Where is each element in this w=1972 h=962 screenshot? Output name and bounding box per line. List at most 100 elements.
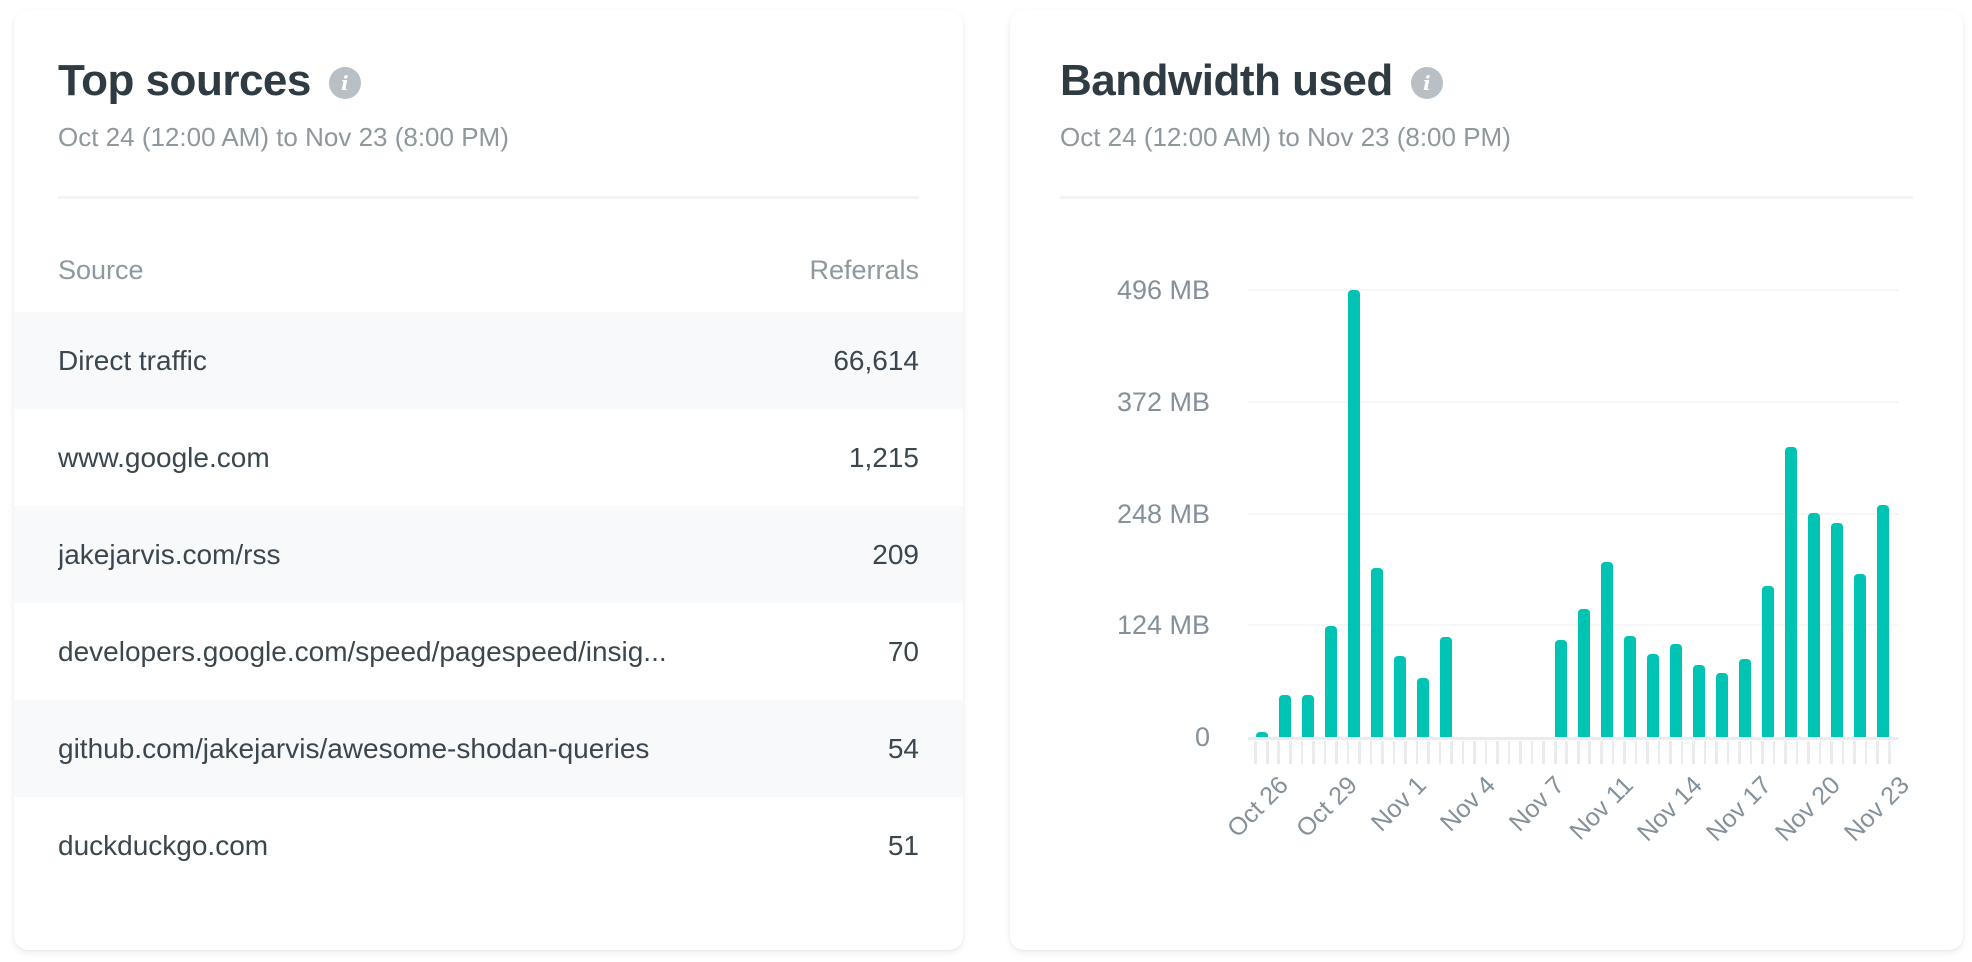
table-row: www.google.com 1,215 [14, 409, 963, 506]
x-axis-tick [1749, 741, 1753, 764]
header-divider [1060, 196, 1913, 199]
bandwidth-bar [1647, 654, 1660, 737]
sources-table: Source Referrals Direct traffic 66,614 www… [14, 196, 963, 894]
bandwidth-bar [1416, 678, 1429, 737]
chart-gridline [1248, 512, 1898, 515]
bandwidth-bar [1739, 659, 1752, 737]
x-axis-tick [1565, 741, 1569, 764]
x-axis-tick [1784, 741, 1787, 764]
bandwidth-chart: 0 124 MB 248 MB 372 MB 496 MB Oct 26 Oct 29 Nov… [1010, 10, 1963, 950]
x-axis-date-label: Nov 23 [1839, 771, 1916, 847]
bandwidth-bar [1854, 574, 1867, 737]
source-cell: Direct traffic [58, 344, 207, 376]
x-axis-tick [1680, 741, 1684, 764]
table-row: duckduckgo.com 51 [14, 797, 963, 894]
x-axis-tick [1807, 741, 1810, 764]
x-axis-date-label: Nov 7 [1503, 771, 1570, 837]
x-axis-tick [1623, 741, 1626, 764]
x-axis-tick [1715, 741, 1718, 764]
x-axis-tick [1657, 741, 1661, 764]
x-axis-tick [1277, 741, 1281, 764]
x-axis-tick [1542, 741, 1545, 764]
x-axis-tick [1519, 741, 1522, 764]
bandwidth-bar [1370, 568, 1383, 737]
x-axis-tick [1335, 741, 1338, 764]
x-axis-tick [1611, 741, 1615, 764]
bandwidth-bar [1808, 513, 1821, 737]
referrals-cell: 70 [887, 635, 919, 667]
table-row: github.com/jakejarvis/awesome-shodan-que… [14, 700, 963, 797]
x-axis-line [1248, 737, 1898, 740]
x-axis-tick [1369, 741, 1373, 764]
x-axis-tick [1484, 741, 1488, 764]
bandwidth-bar [1578, 609, 1591, 737]
x-axis-tick [1553, 741, 1557, 764]
source-cell: www.google.com [58, 441, 270, 473]
x-axis-tick [1818, 741, 1822, 764]
sources-table-header: Source Referrals [14, 196, 963, 312]
x-axis-tick [1669, 741, 1672, 764]
x-axis-date-label: Nov 1 [1365, 771, 1432, 837]
x-axis-tick [1254, 741, 1258, 764]
x-axis-tick [1346, 741, 1350, 764]
x-axis-tick [1726, 741, 1730, 764]
x-axis-tick [1864, 741, 1868, 764]
source-cell: developers.google.com/speed/pagespeed/in… [58, 635, 667, 667]
info-icon[interactable]: i [328, 67, 361, 100]
bandwidth-bar [1762, 586, 1775, 737]
x-axis-tick [1300, 741, 1304, 764]
top-sources-header: Top sources i Oct 24 (12:00 AM) to Nov 2… [14, 10, 963, 153]
top-sources-card: Top sources i Oct 24 (12:00 AM) to Nov 2… [14, 10, 963, 950]
table-row: jakejarvis.com/rss 209 [14, 506, 963, 603]
date-range-label: Oct 24 (12:00 AM) to Nov 23 (8:00 PM) [1060, 122, 1511, 153]
x-axis-date-label: Nov 4 [1434, 771, 1501, 837]
x-axis-tick [1646, 741, 1649, 764]
bandwidth-bar [1439, 637, 1452, 737]
date-range-label: Oct 24 (12:00 AM) to Nov 23 (8:00 PM) [58, 122, 509, 153]
x-axis-date-label: Oct 26 [1221, 771, 1294, 843]
x-axis-tick [1289, 741, 1292, 764]
bandwidth-bar [1301, 695, 1314, 737]
chart-gridline [1248, 289, 1898, 291]
x-axis-tick [1427, 741, 1430, 764]
x-axis-tick [1323, 741, 1327, 764]
x-axis-tick [1438, 741, 1442, 764]
x-axis-tick [1692, 741, 1695, 764]
chart-gridline [1248, 400, 1898, 403]
y-axis-label: 0 [1194, 722, 1210, 752]
x-axis-tick [1461, 741, 1465, 764]
bandwidth-card: Bandwidth used i Oct 24 (12:00 AM) to No… [1010, 10, 1963, 950]
bandwidth-bar [1693, 665, 1706, 737]
x-axis-tick [1496, 741, 1499, 764]
y-axis-label: 496 MB [1116, 275, 1210, 305]
source-cell: duckduckgo.com [58, 829, 269, 861]
bandwidth-bar [1785, 447, 1798, 737]
top-sources-title: Top sources [58, 56, 311, 105]
referrals-cell: 66,614 [833, 344, 919, 376]
source-cell: jakejarvis.com/rss [58, 538, 281, 570]
x-axis-tick [1772, 741, 1776, 764]
source-cell: github.com/jakejarvis/awesome-shodan-que… [58, 732, 650, 764]
x-axis-tick [1795, 741, 1799, 764]
table-row: Direct traffic 66,614 [14, 312, 963, 409]
x-axis-date-label: Nov 11 [1564, 771, 1639, 846]
bandwidth-bar [1716, 673, 1729, 737]
chart-gridline [1248, 624, 1898, 627]
x-axis-date-label: Nov 20 [1770, 771, 1847, 847]
y-axis-label: 372 MB [1116, 386, 1210, 417]
sources-table-body: Direct traffic 66,614 www.google.com 1,215 j… [14, 312, 963, 894]
x-axis-tick [1738, 741, 1741, 764]
bandwidth-bar [1601, 562, 1614, 737]
x-axis-date-label: Oct 29 [1290, 771, 1363, 843]
column-header-source: Source [58, 255, 144, 285]
x-axis-tick [1404, 741, 1407, 764]
bandwidth-header: Bandwidth used i Oct 24 (12:00 AM) to No… [1010, 10, 1963, 153]
column-header-referrals: Referrals [809, 255, 919, 285]
x-axis-tick [1415, 741, 1419, 764]
info-icon[interactable]: i [1410, 67, 1443, 100]
x-axis-tick [1634, 741, 1638, 764]
bandwidth-bar [1393, 656, 1406, 737]
x-axis-tick [1576, 741, 1580, 764]
referrals-cell: 51 [887, 829, 919, 861]
